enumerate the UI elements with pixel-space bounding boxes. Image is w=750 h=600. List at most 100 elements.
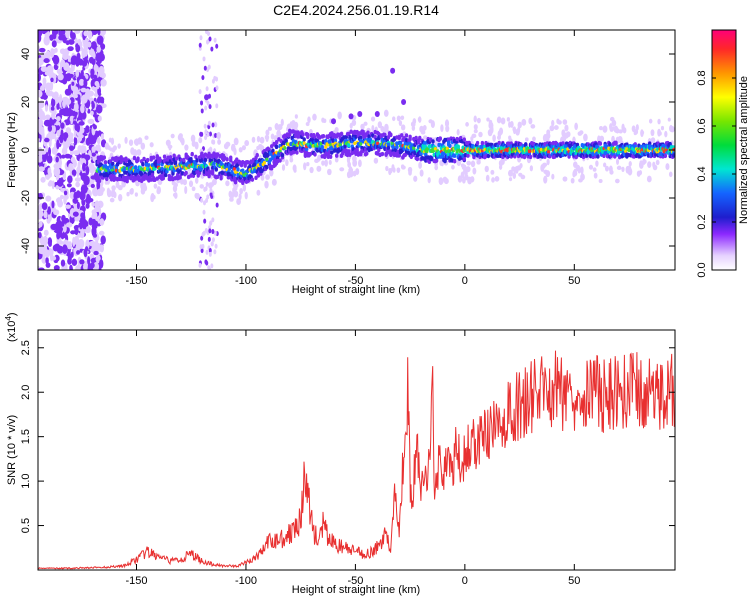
spectrogram-cell <box>484 153 488 159</box>
spectrogram-cell <box>100 43 106 50</box>
spectrogram-cell <box>573 161 578 168</box>
spectrogram-cell <box>188 180 194 188</box>
spectrogram-cell <box>542 162 548 167</box>
spectrogram-cell <box>195 158 199 163</box>
spectrogram-cell <box>43 35 50 46</box>
spectrogram-cell <box>462 137 467 142</box>
spectrogram-cell <box>639 160 643 167</box>
spectrogram-cell <box>198 42 202 48</box>
spectrogram-cell <box>45 256 49 265</box>
spectrogram-cell <box>440 124 444 133</box>
spectrogram-cell <box>76 166 81 174</box>
spectrogram-cell <box>202 209 206 215</box>
spectrogram-cell <box>208 251 212 257</box>
colorbar-tick-label: 0.2 <box>696 214 708 229</box>
spectrogram-cell <box>484 165 489 173</box>
spectrogram-cell <box>77 134 83 142</box>
spectrogram-cell <box>613 154 617 159</box>
spectrogram-cell <box>41 30 47 35</box>
colorbar-label: Normalized spectral amplitude <box>738 76 750 224</box>
spectrogram-cell <box>208 131 212 137</box>
spectrogram-cell <box>75 264 82 270</box>
spectrogram-cell <box>42 236 49 245</box>
spectrogram-cell <box>276 130 281 137</box>
spectrogram-cell <box>210 263 214 269</box>
spectrogram-cell <box>210 169 215 174</box>
spectrogram-cell <box>460 163 465 168</box>
spectrogram-cell <box>430 120 435 129</box>
spectrogram-cell <box>215 43 219 49</box>
spectrogram-cell <box>67 109 74 117</box>
spectrogram-cell <box>139 172 144 177</box>
spectrogram-cell <box>460 171 465 179</box>
spectrogram-cell <box>64 98 72 106</box>
spectrogram-cell <box>93 261 100 270</box>
spectrogram-cell <box>98 65 105 76</box>
spectrogram-cell <box>254 175 258 181</box>
spectrogram-cell <box>262 160 267 165</box>
spectrogram-cell <box>613 125 619 133</box>
spectrogram-cell <box>602 162 607 168</box>
spectrogram-cell <box>112 145 117 151</box>
spectrogram-cell <box>657 118 661 125</box>
spectrogram-cell <box>85 228 91 234</box>
spectrogram-cell <box>320 144 324 150</box>
spectrogram-cell <box>417 117 422 122</box>
spectrogram-cell <box>110 137 115 146</box>
spectrogram-cell <box>172 153 176 158</box>
spectrogram-cell <box>229 197 234 202</box>
spectrogram-cell <box>609 116 615 122</box>
spectrogram-cell <box>562 119 568 125</box>
spectrogram-cell <box>213 230 217 236</box>
spectrogram-cell <box>93 63 99 74</box>
spectrogram-cell <box>446 140 451 145</box>
spectrogram-cell <box>273 153 277 158</box>
spectrogram-cell <box>599 126 603 131</box>
spectrogram-cell <box>113 191 117 199</box>
spectrogram-cell <box>476 159 481 165</box>
spectrogram-cell <box>206 39 210 45</box>
spectrogram-cell <box>117 143 121 149</box>
spectrogram-cell <box>314 158 319 164</box>
spectrogram-cell <box>307 116 311 124</box>
spectrogram-cell <box>217 139 222 145</box>
spectrogram-cell <box>478 131 483 138</box>
spectrogram-x-ticks: -150 -100 -50 0 50 <box>125 30 580 287</box>
spectrogram-cell <box>103 160 108 165</box>
spectrogram-cell <box>211 122 215 128</box>
spectrogram-cell <box>79 145 87 154</box>
spectrogram-cell <box>170 133 175 139</box>
spectrogram-cell <box>472 167 477 175</box>
spectrogram-cell <box>475 140 480 146</box>
spectrogram-cell <box>50 248 54 256</box>
spectrogram-cell <box>377 121 383 129</box>
spectrogram-cell <box>91 201 95 207</box>
spectrogram-y-tick-label: 20 <box>20 96 32 108</box>
spectrogram-cell <box>44 137 50 143</box>
spectrogram-cell <box>508 121 512 128</box>
spectrogram-cell <box>668 171 673 178</box>
spectrogram-cell <box>280 118 284 127</box>
spectrogram-cell <box>98 259 104 269</box>
spectrogram-cell <box>47 124 53 132</box>
spectrogram-cell <box>150 195 154 200</box>
spectrogram-cell <box>248 164 252 169</box>
spectrogram-cell <box>88 217 94 226</box>
spectrogram-cell <box>92 124 97 130</box>
spectrogram-cell <box>97 178 102 184</box>
spectrogram-cell <box>614 178 620 184</box>
spectrogram-cell <box>409 154 414 160</box>
spectrogram-cell <box>492 134 496 142</box>
spectrogram-cell <box>579 130 584 135</box>
spectrogram-cell <box>202 56 206 62</box>
spectrogram-cell <box>215 174 220 180</box>
spectrogram-cell <box>40 149 47 155</box>
spectrogram-cell <box>50 106 55 111</box>
spectrogram-cell <box>444 119 450 128</box>
spectrogram-cell <box>43 210 48 219</box>
spectrogram-cell <box>91 101 95 110</box>
spectrogram-cell <box>191 140 197 147</box>
spectrogram-cell <box>219 176 223 181</box>
spectrogram-cell <box>595 160 599 167</box>
spectrogram-cell <box>55 174 60 181</box>
